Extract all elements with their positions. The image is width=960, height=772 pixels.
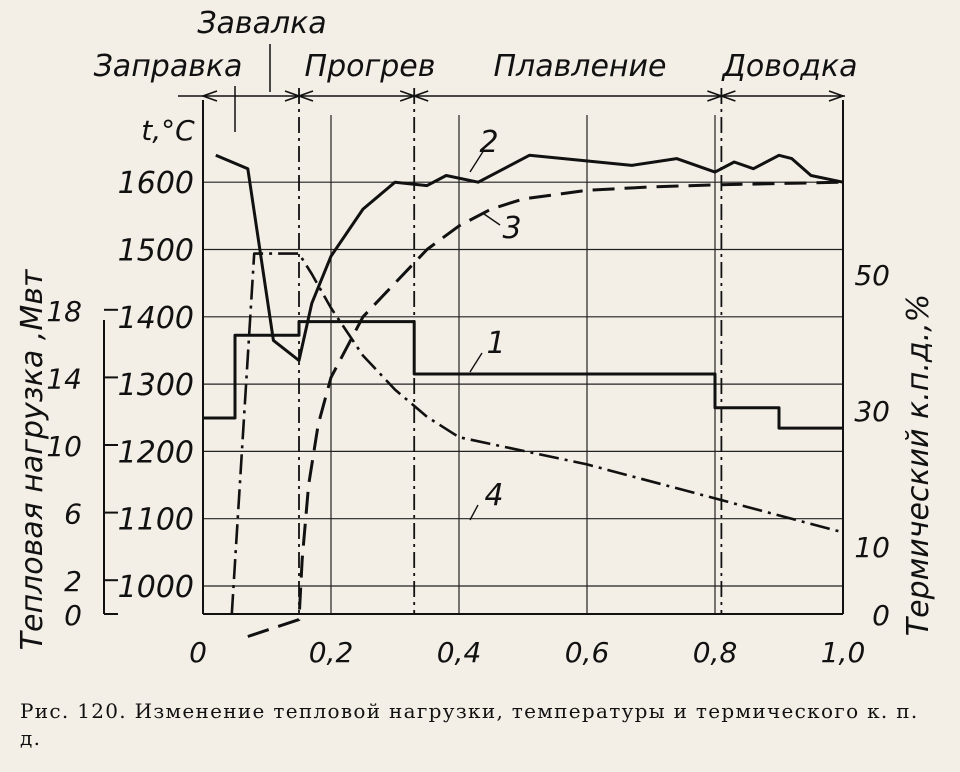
temperature-tick-label: 1200 [118,435,194,470]
series-3-label: 3 [502,211,521,246]
series-2-leader [469,149,485,173]
phase-label: Заправка [94,49,243,84]
series-4-leader [469,504,479,521]
phase-arrowhead [200,90,218,102]
heat-load-tick-label: 0 [64,599,82,632]
phase-arrowhead [411,90,429,102]
temperature-tick-label: 1400 [118,301,194,336]
x-tick-label: 0,8 [693,636,738,669]
series-3-line [247,180,844,638]
temperature-tick-label: 1000 [118,570,194,605]
x-tick-label: 0,4 [437,636,482,669]
efficiency-tick-label: 50 [854,259,890,292]
series-1-leader [469,352,483,373]
efficiency-tick-label: 30 [854,395,890,428]
efficiency-tick-label: 0 [872,599,890,632]
heat-load-tick-label: 18 [46,295,82,328]
phase-arrowhead [296,90,314,102]
efficiency-axis-label: Термический к.п.д.,% [901,294,936,636]
phase-label: Прогрев [305,49,436,84]
series-2-label: 2 [479,125,498,160]
series-4-line [230,252,844,615]
heat-load-axis-label: Тепловая нагрузка ,Мвт [15,268,50,650]
phase-arrowhead [828,90,846,102]
temperature-tick-label: 1300 [118,368,194,403]
curves [203,153,844,638]
efficiency-tick-label: 10 [854,531,890,564]
heat-load-tick-label: 2 [64,565,82,598]
heat-load-tick-label: 10 [46,430,82,463]
series-2-line [215,153,844,362]
series-3-leader [483,213,501,226]
temperature-axis-label: t,°C [141,114,195,147]
temperature-tick-label: 1100 [118,503,194,538]
x-tick-label: 0 [189,636,207,669]
phase-label: Завалка [197,6,326,41]
heat-load-tick-label: 6 [64,498,82,531]
heat-load-tick-label: 14 [46,362,82,395]
series-1-label: 1 [486,326,505,361]
phase-bar: Заправка Завалка Прогрев Плавление Доводка [94,6,858,102]
x-tick-label: 0,6 [565,636,610,669]
chart: Заправка Завалка Прогрев Плавление Доводка 0… [15,6,936,669]
series-1-line [203,320,843,430]
tick-labels: 0 0,2 0,4 0,6 0,8 1,0t,°C16001500140013001200… [15,114,936,669]
x-tick-label: 0,2 [309,636,354,669]
phase-label: Доводка [720,49,857,84]
series-4-label: 4 [484,478,503,513]
temperature-tick-label: 1600 [118,166,194,201]
temperature-tick-label: 1500 [118,234,194,269]
x-tick-label: 1,0 [821,636,866,669]
phase-label: Плавление [494,49,667,84]
axes [103,100,844,615]
phase-arrowhead [719,90,736,102]
figure-caption: Рис. 120. Изменение тепловой нагрузки, т… [20,699,919,750]
